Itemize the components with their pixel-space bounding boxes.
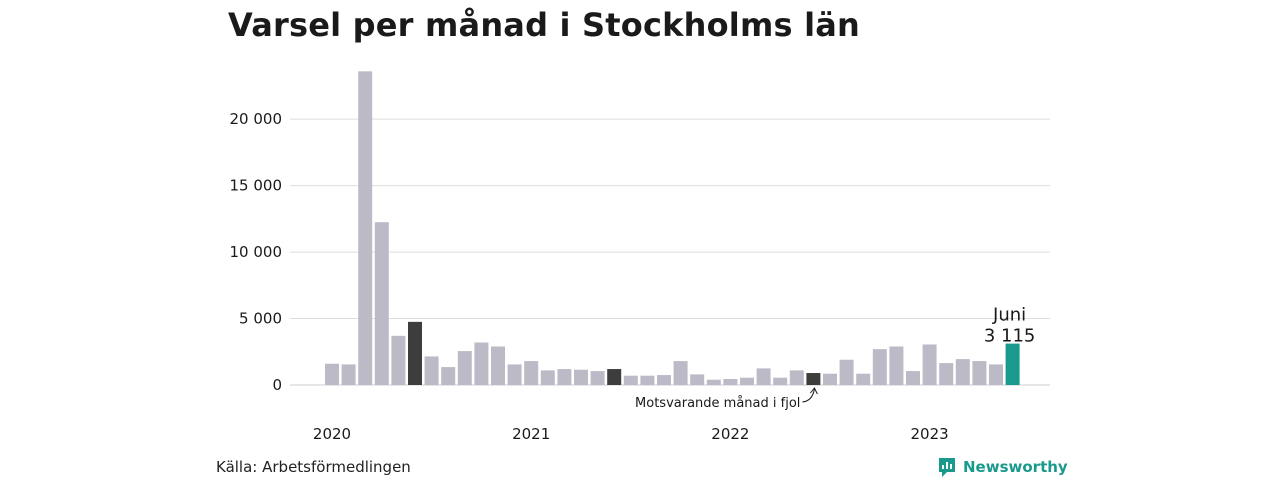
y-tick-label: 20 000 (230, 110, 283, 128)
bar (972, 361, 987, 385)
x-year-label: 2023 (911, 425, 949, 443)
bar (607, 369, 622, 385)
bar (391, 335, 406, 385)
bar (955, 359, 970, 385)
bar (574, 369, 588, 385)
annotation-arrow (802, 388, 815, 403)
chart-title: Varsel per månad i Stockholms län (228, 6, 861, 44)
bar (789, 370, 804, 385)
y-tick-label: 15 000 (230, 177, 283, 195)
bar (623, 375, 638, 385)
bar (1005, 343, 1020, 385)
bar (474, 342, 489, 385)
bar (540, 370, 555, 385)
x-year-label: 2020 (313, 425, 351, 443)
bar (740, 377, 754, 385)
bar (408, 321, 422, 385)
bar (358, 71, 373, 386)
bar (989, 364, 1003, 385)
bar (839, 359, 854, 385)
bar (590, 371, 605, 385)
brand-name: Newsworthy (963, 458, 1068, 476)
bar (723, 379, 738, 385)
y-axis-labels: 0 5 000 10 000 15 000 20 000 (230, 110, 283, 394)
newsworthy-logo-icon (939, 458, 955, 477)
bar (939, 363, 954, 385)
bar (325, 363, 339, 385)
previous-year-annotation: Motsvarande månad i fjol (635, 396, 800, 411)
bar (524, 361, 539, 385)
bar (441, 367, 456, 385)
bar (457, 351, 472, 385)
y-tick-label: 0 (272, 376, 282, 394)
bar (374, 222, 389, 385)
source-note: Källa: Arbetsförmedlingen (216, 458, 411, 476)
bar (889, 346, 904, 385)
bar (341, 364, 356, 385)
bars (325, 71, 1020, 386)
bar (823, 373, 837, 385)
bar (557, 369, 572, 385)
brand-logo[interactable]: Newsworthy (937, 455, 1068, 479)
x-year-label: 2022 (711, 425, 749, 443)
bar (690, 374, 705, 385)
bar (706, 379, 721, 385)
bar (922, 344, 937, 385)
annotations: Juni 3 115 Motsvarande månad i fjol (635, 305, 1035, 411)
x-year-label: 2021 (512, 425, 550, 443)
annotation-arrowhead (810, 387, 818, 395)
bar (773, 377, 788, 385)
bar (491, 346, 505, 385)
bar (424, 356, 439, 385)
y-tick-label: 5 000 (239, 310, 282, 328)
bar (806, 373, 821, 385)
current-value-label: 3 115 (984, 326, 1036, 347)
x-axis-labels: 2020 2021 2022 2023 (313, 425, 949, 443)
current-month-label: Juni (992, 305, 1026, 326)
bar (872, 349, 887, 385)
y-tick-label: 10 000 (230, 243, 283, 261)
bar (756, 368, 771, 385)
bar (657, 375, 671, 385)
bar (906, 371, 920, 385)
bar (856, 373, 871, 385)
bar (640, 375, 655, 385)
bar (507, 364, 522, 385)
bar (673, 361, 688, 385)
